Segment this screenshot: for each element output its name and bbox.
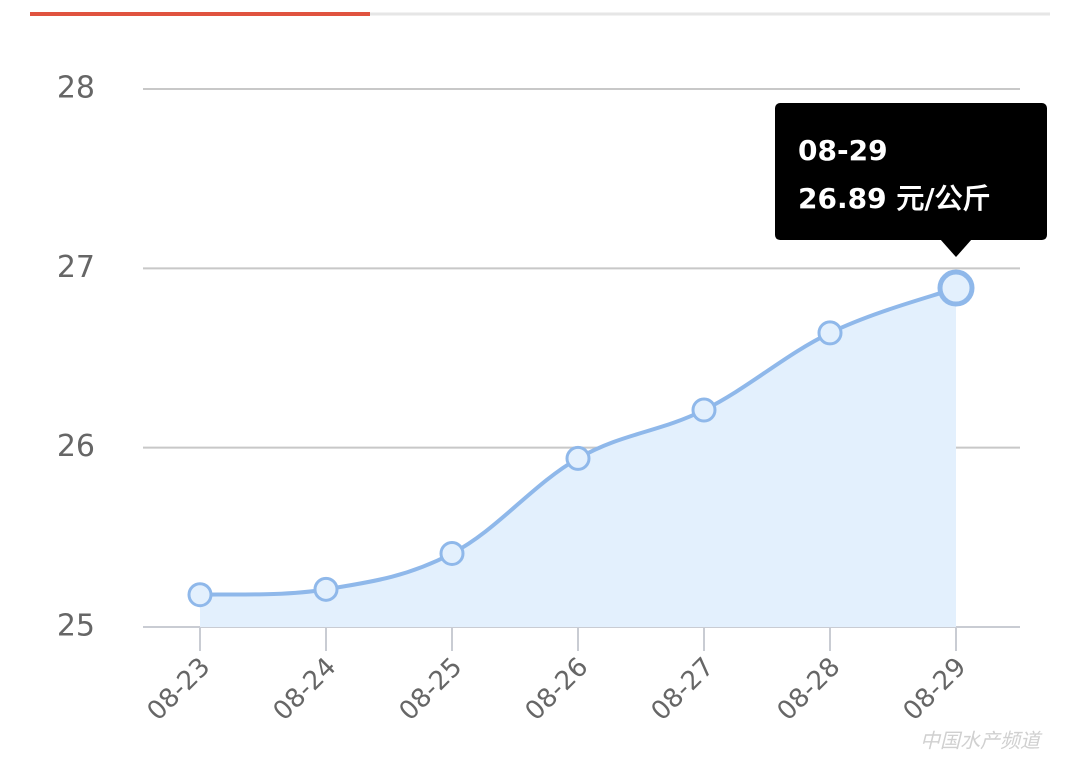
y-tick-label: 26 bbox=[57, 429, 95, 464]
x-tick-label: 08-27 bbox=[646, 652, 721, 727]
x-tick-label: 08-29 bbox=[898, 652, 973, 727]
tooltip-box bbox=[775, 103, 1047, 241]
plot bbox=[187, 269, 975, 627]
y-tick-label: 27 bbox=[57, 250, 95, 285]
x-tick-label: 08-23 bbox=[142, 652, 217, 727]
point bbox=[937, 269, 975, 307]
point bbox=[565, 445, 591, 471]
point bbox=[313, 576, 339, 602]
x-tick-label: 08-28 bbox=[772, 652, 847, 727]
x-tick-label: 08-25 bbox=[394, 652, 469, 727]
point bbox=[187, 582, 213, 608]
point bbox=[439, 540, 465, 566]
tooltip-value: 26.89 元/公斤 bbox=[798, 182, 991, 215]
tooltip-date: 08-29 bbox=[798, 134, 888, 167]
y-tick-label: 25 bbox=[57, 609, 95, 644]
y-tick-label: 28 bbox=[57, 71, 95, 106]
x-tick-label: 08-24 bbox=[268, 652, 343, 727]
tooltip: 08-29 26.89 元/公斤 bbox=[775, 103, 1047, 258]
x-tick-label: 08-26 bbox=[520, 652, 595, 727]
point bbox=[817, 320, 843, 346]
watermark: 中国水产频道 bbox=[920, 729, 1043, 753]
point bbox=[691, 397, 717, 423]
tooltip-pointer bbox=[940, 239, 972, 258]
